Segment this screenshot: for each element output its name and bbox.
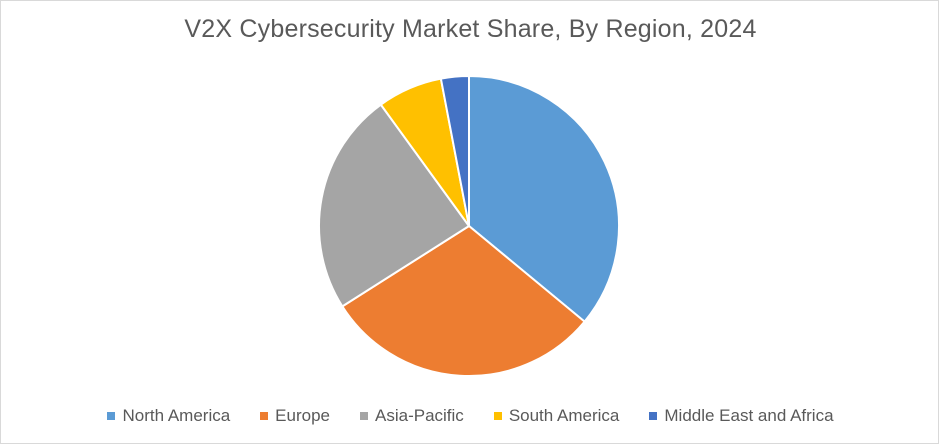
legend-label-europe: Europe — [275, 406, 330, 425]
legend-item-middle-east-and-africa: Middle East and Africa — [649, 406, 834, 426]
legend-swatch-middle-east-and-africa — [649, 412, 658, 420]
legend-swatch-europe — [260, 412, 269, 420]
pie-slice-asia-pacific — [318, 103, 470, 308]
chart-legend: North America Europe Asia-Pacific South Ame… — [1, 406, 939, 426]
pie-slice-north-america — [468, 75, 620, 323]
legend-item-south-america: South America — [493, 406, 620, 426]
pie-slice-europe — [341, 225, 586, 377]
legend-item-asia-pacific: Asia-Pacific — [360, 406, 464, 426]
legend-label-north-america: North America — [122, 406, 231, 425]
legend-item-europe: Europe — [260, 406, 330, 426]
legend-label-middle-east-and-africa: Middle East and Africa — [664, 406, 834, 425]
legend-item-north-america: North America — [107, 406, 230, 426]
legend-label-asia-pacific: Asia-Pacific — [375, 406, 464, 425]
legend-swatch-south-america — [493, 412, 502, 420]
legend-label-south-america: South America — [508, 406, 620, 425]
legend-swatch-asia-pacific — [360, 412, 368, 420]
legend-swatch-north-america — [107, 412, 116, 420]
chart-title: V2X Cybersecurity Market Share, By Regio… — [184, 15, 757, 43]
pie-slice-middle-east-and-africa — [439, 75, 470, 227]
